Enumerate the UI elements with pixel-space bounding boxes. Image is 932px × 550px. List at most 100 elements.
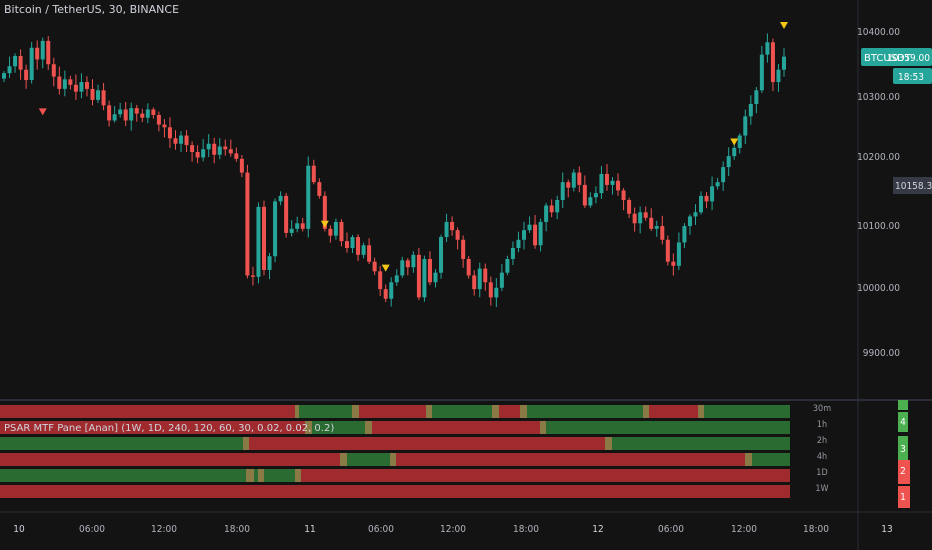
candle-body [79,82,84,92]
row-label: 1h [817,420,827,430]
candle-body [29,47,34,80]
time-label: 11 [304,524,315,535]
candle-body [687,216,692,227]
score-badge-bull [898,400,908,410]
candle-body [317,182,322,196]
candle-body [361,245,366,255]
candle-body [372,261,377,272]
time-label: 10 [13,524,25,535]
candle-body [101,90,106,106]
candle-body [472,275,477,290]
candle-body [273,201,278,257]
candle-body [477,268,482,290]
candle-body [18,56,23,70]
psar-segment-flip [520,405,527,418]
psar-segment-bull [0,437,243,450]
candle-body [450,221,455,231]
psar-signal-marker [730,138,739,146]
candle-body [516,239,521,248]
candle-body [654,226,659,229]
candle-body [671,261,676,266]
candle-body [344,241,349,248]
psar-segment-bull [254,469,258,482]
candle-body [737,135,742,148]
candle-body [499,272,504,288]
psar-segment-bull [312,421,365,434]
candle-body [212,143,217,155]
candle-body [721,167,726,183]
score-badges: 4 3 2 1 [898,400,910,508]
candle-body [62,79,67,89]
candle-body [284,195,289,233]
candle-body [84,82,89,89]
candle-body [577,172,582,185]
candle-body [295,223,300,229]
candle-body [665,239,670,262]
candle-body [494,287,499,298]
price-axis[interactable]: 10400.00 10300.00 10200.00 10100.00 1000… [857,27,900,359]
candle-body [676,242,681,266]
candle-body [250,275,255,277]
candle-body [566,182,571,188]
candle-body [278,195,283,202]
candle-body [367,245,372,262]
psar-segment-bear [396,453,745,466]
candle-body [228,149,233,154]
row-label: 30m [813,404,831,414]
psar-segment-flip [643,405,649,418]
indicator-title[interactable]: PSAR MTF Pane [Anan] (1W, 1D, 240, 120, … [4,423,334,434]
psar-segment-bear [359,405,426,418]
score-badge-bull [898,412,908,432]
psar-segment-flip [745,453,752,466]
candle-body [599,173,604,194]
candle-body [588,197,593,206]
candle-body [488,282,493,298]
candle-body [262,206,266,270]
candle-body [660,226,665,240]
candle-body [770,42,775,83]
candle-body [156,114,161,125]
candle-body [527,224,532,231]
time-label: 06:00 [79,524,105,535]
candle-body [433,272,438,283]
psar-segment-flip [352,405,359,418]
psar-segment-bear [249,437,605,450]
candle-body [256,206,261,277]
candle-body [522,230,526,240]
indicator-row-labels: 30m 1h 2h 4h 1D 1W [813,404,831,494]
row-label: 1D [816,468,827,478]
candles-layer[interactable] [2,33,786,308]
candle-body [162,124,167,128]
time-label: 12 [592,524,603,535]
candle-body [267,256,272,270]
time-label: 18:00 [224,524,250,535]
candle-body [732,147,737,157]
psar-segment-bear [0,421,305,434]
price-label: 10300.00 [857,92,900,103]
time-label: 12:00 [731,524,757,535]
candle-body [190,145,195,152]
candle-body [549,205,554,213]
psar-segment-bear [0,405,295,418]
candle-body [411,254,416,268]
candle-body [2,73,6,79]
symbol-title[interactable]: Bitcoin / TetherUS, 30, BINANCE [4,3,179,16]
candle-body [378,271,383,290]
candle-body [123,109,128,121]
last-price: 10359.00 [887,53,930,64]
last-price-tag[interactable] [861,48,932,66]
candle-body [24,69,29,80]
row-label: 2h [817,436,827,446]
candle-body [759,54,764,91]
psar-segment-bull [0,469,246,482]
candle-body [582,184,587,206]
time-axis[interactable]: 10 06:00 12:00 18:00 11 06:00 12:00 18:0… [13,524,892,535]
candle-body [638,212,643,224]
indicator-rows[interactable] [0,405,790,498]
candle-body [416,254,421,298]
candle-body [632,213,637,224]
time-label: 18:00 [513,524,539,535]
candle-body [616,180,621,191]
